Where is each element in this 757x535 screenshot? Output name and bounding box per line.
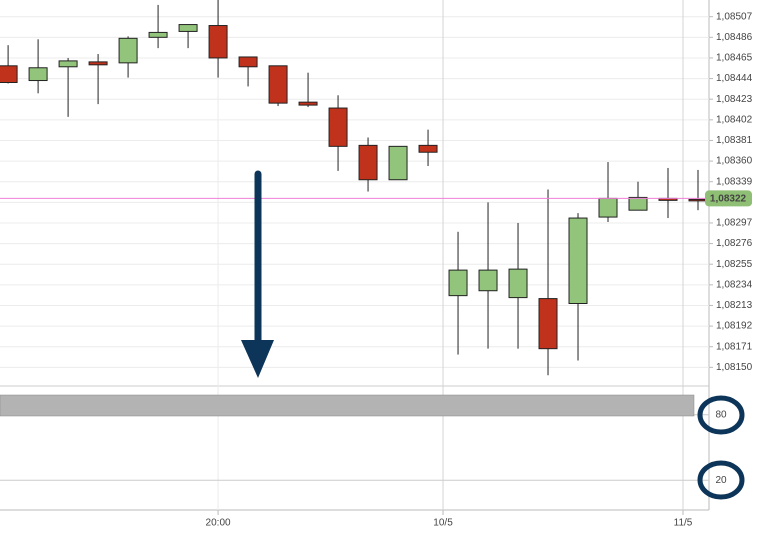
candle-body	[208, 25, 228, 59]
candle-body	[688, 198, 708, 202]
y-tick-label: 1,08192	[716, 321, 753, 332]
arrow-head	[241, 340, 274, 378]
y-tick-label: 1,08213	[716, 300, 753, 311]
y-tick-label: 1,08360	[716, 156, 753, 167]
highlight-circle	[697, 395, 745, 435]
y-tick-label: 1,08150	[716, 362, 753, 373]
y-tick-label: 80	[715, 409, 727, 420]
candle-body	[508, 268, 528, 299]
candle-body	[88, 61, 108, 66]
y-tick-label: 1,08234	[716, 279, 753, 290]
candle-body	[268, 65, 288, 104]
x-tick-label: 10/5	[433, 518, 453, 529]
candle-body	[0, 65, 18, 84]
candle-body	[178, 24, 198, 32]
candle-body	[418, 144, 438, 153]
candle-body	[298, 101, 318, 106]
arrow-annotation	[241, 170, 274, 378]
y-tick-label: 1,08171	[716, 341, 753, 352]
candle-body	[118, 37, 138, 64]
y-tick-label: 1,08486	[716, 32, 753, 43]
x-tick-label: 20:00	[206, 518, 231, 529]
candle-body	[478, 269, 498, 292]
candle-body	[58, 60, 78, 68]
y-tick-label: 1,08255	[716, 259, 753, 270]
y-tick-label: 1,08339	[716, 176, 753, 187]
y-tick-label: 1,08507	[716, 11, 753, 22]
x-tick-label: 11/5	[674, 518, 693, 529]
y-tick-label: 1,08444	[716, 73, 753, 84]
candles	[0, 0, 708, 376]
candle-body	[448, 269, 468, 297]
last-price-label: 1,08322	[710, 194, 747, 205]
highlight-circle	[697, 460, 745, 500]
candle-body	[148, 31, 168, 38]
candle-body	[328, 107, 348, 147]
y-tick-label: 1,08297	[716, 218, 753, 229]
y-tick-label: 1,08402	[716, 114, 753, 125]
candle-body	[628, 196, 648, 211]
candle-body	[358, 144, 378, 181]
candle-body	[598, 197, 618, 218]
candle-body	[538, 298, 558, 350]
candle-body	[388, 145, 408, 181]
y-tick-label: 1,08276	[716, 238, 753, 249]
y-tick-label: 1,08465	[716, 53, 753, 64]
candle-body	[28, 67, 48, 82]
last-price-tag	[705, 190, 752, 207]
grid	[0, 0, 713, 515]
y-tick-label: 1,08381	[716, 135, 753, 146]
y-tick-label: 1,08423	[716, 94, 753, 105]
candle-body	[568, 217, 588, 304]
candle-body	[238, 56, 258, 68]
axis-labels: 1,08507 1,08486 1,08465 1,08444 1,08423 1,084…	[206, 11, 753, 528]
oscillator-band	[0, 394, 695, 417]
y-tick-label: 20	[715, 475, 727, 486]
